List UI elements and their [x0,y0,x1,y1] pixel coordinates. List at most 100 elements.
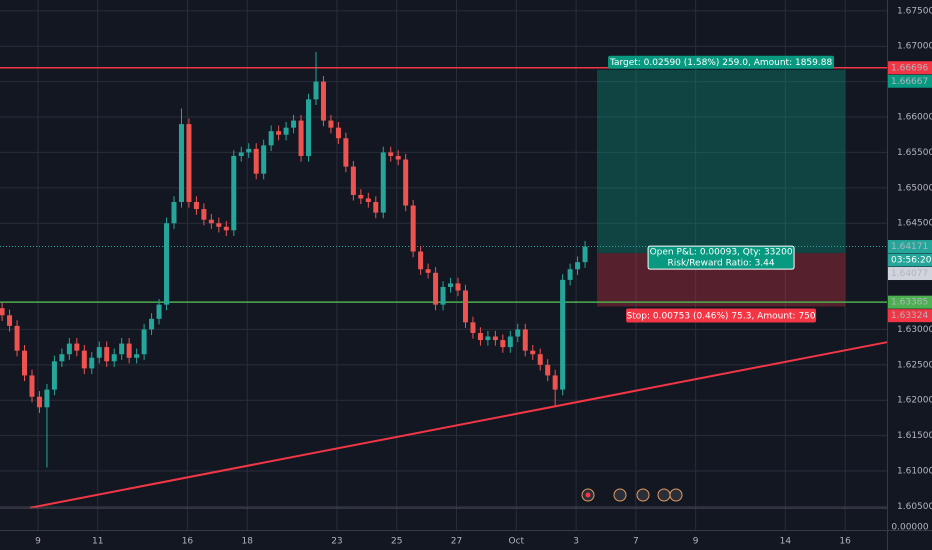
candle-body [358,194,364,199]
candle-body [373,201,379,213]
x-tick-label: 16 [839,537,851,547]
y-tick-label: 1.64500 [897,219,932,229]
candle-body [156,304,162,319]
candle-body [335,127,341,139]
candle-body [74,343,80,351]
candle-body [537,354,543,365]
candle-body [111,354,117,362]
candle-body [462,290,468,323]
candle-body [567,269,573,280]
candle-body [14,325,20,351]
candle-body [29,375,35,397]
candle-body [530,350,536,355]
y-tick-label: 1.65000 [897,183,932,193]
candle-body [171,201,177,224]
price-label: 1.66667 [891,77,928,87]
y-tick-label: 1.62500 [897,360,932,370]
y-tick-label: 1.66000 [897,113,932,123]
price-label: 1.64171 [891,242,928,252]
candle-body [246,148,252,153]
candle-body [261,145,267,174]
candle-body [186,124,192,202]
candle-body [455,283,461,291]
candle-body [231,155,237,231]
candle-body [425,269,431,273]
candle-body [485,336,491,341]
candle-body [276,131,282,135]
candle-body [51,361,57,390]
candle-body [306,99,312,156]
pnl-label-box [647,245,795,270]
candle-body [178,124,184,202]
price-label-box [888,267,932,281]
x-tick-label: 18 [242,537,254,547]
candle-body [582,246,588,263]
price-label-box [888,61,932,75]
price-label: 1.66696 [891,63,928,73]
candle-body [104,347,110,362]
y-tick-label: 1.61500 [897,431,932,441]
event-icons[interactable] [581,488,683,502]
y-tick-label: 1.61000 [897,467,932,477]
candle-body [149,318,155,330]
y-tick-label: 1.63000 [897,325,932,335]
candle-body [343,138,349,167]
candle-body [216,223,222,227]
stop-label: Stop: 0.00753 (0.46%) 75.3, Amount: 750 [627,311,816,321]
candle-body [291,120,297,128]
price-label-box [888,240,932,254]
target-label: Target: 0.02590 (1.58%) 259.0, Amount: 1… [609,58,833,68]
candle-body [134,354,140,358]
x-tick-label: 9 [693,537,699,547]
volume-axis-label: 0.00000 [891,523,928,533]
candle-body [403,159,409,206]
candle-body [395,155,401,160]
event-icon[interactable] [669,488,683,502]
x-tick-label: Oct [509,537,525,547]
candle-body [515,329,521,337]
y-tick-label: 1.65500 [897,148,932,158]
candle-body [141,329,147,355]
target-label-box [608,55,835,69]
candle-body [164,223,170,305]
candle-body [575,262,581,270]
candle-body [433,272,439,305]
candle-body [268,131,274,146]
candle-body [507,336,513,348]
plot: Target: 0.02590 (1.58%) 259.0, Amount: 1… [0,0,888,530]
candle-body [223,226,229,231]
x-tick-label: 7 [633,537,639,547]
trend-line [29,341,888,509]
pnl-label: Open P&L: 0.00093, Qty: 33200 [650,248,793,258]
price-label-box [888,74,932,88]
candle-body [22,350,28,376]
x-tick-label: 25 [391,537,402,547]
event-icon-flag [585,492,591,498]
candle-body [208,219,214,224]
y-tick-label: 1.67000 [897,42,932,52]
candle-body [552,375,558,390]
candle-body [313,81,319,100]
candle-body [0,308,5,316]
countdown-box [888,253,932,267]
candle-body [298,120,304,156]
candle-body [59,354,65,362]
price-label: 1.63324 [891,311,928,321]
candle-body [388,152,394,156]
candle-body [492,336,498,341]
candle-body [7,315,13,326]
event-icon[interactable] [657,488,671,502]
candle-body [500,340,506,348]
candle-body [81,350,87,369]
candle-body [328,120,334,128]
price-label: 1.63385 [891,298,928,308]
x-tick-label: 3 [573,537,579,547]
event-icon[interactable] [636,488,650,502]
candle-body [448,283,454,287]
target-zone [597,69,846,254]
event-icon[interactable] [613,488,627,502]
stop-label-box [626,308,817,323]
x-tick-label: 11 [92,537,103,547]
candle-body [66,343,72,355]
